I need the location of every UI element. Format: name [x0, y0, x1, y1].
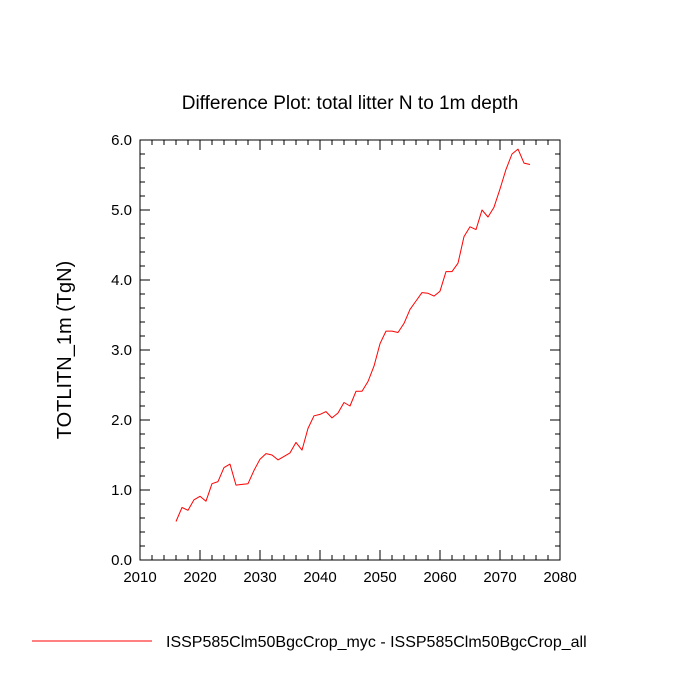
x-tick-label: 2020	[183, 569, 216, 586]
y-tick-label: 1.0	[111, 482, 132, 499]
legend-entry-label: ISSP585Clm50BgcCrop_myc - ISSP585Clm50Bg…	[166, 634, 587, 651]
y-tick-label: 5.0	[111, 202, 132, 219]
x-tick-label: 2010	[123, 569, 156, 586]
x-tick-label: 2050	[363, 569, 396, 586]
x-tick-label: 2070	[483, 569, 516, 586]
x-tick-label: 2080	[543, 569, 576, 586]
y-tick-label: 4.0	[111, 272, 132, 289]
x-tick-label: 2040	[303, 569, 336, 586]
chart-title: Difference Plot: total litter N to 1m de…	[182, 93, 519, 114]
legend: ISSP585Clm50BgcCrop_myc - ISSP585Clm50Bg…	[32, 634, 587, 651]
y-tick-label: 6.0	[111, 132, 132, 149]
y-tick-label: 2.0	[111, 412, 132, 429]
y-tick-label: 3.0	[111, 342, 132, 359]
plot-frame	[139, 139, 561, 561]
x-tick-label: 2030	[243, 569, 276, 586]
x-tick-label: 2060	[423, 569, 456, 586]
series-line	[175, 148, 531, 522]
plot-area: 2010 2020 2030 2040 2050 2060 2070 2080 0.0 1.0 2.…	[111, 132, 577, 586]
y-axis-label: TOTLITN_1m (TgN)	[54, 261, 76, 440]
y-tick-label: 0.0	[111, 552, 132, 569]
